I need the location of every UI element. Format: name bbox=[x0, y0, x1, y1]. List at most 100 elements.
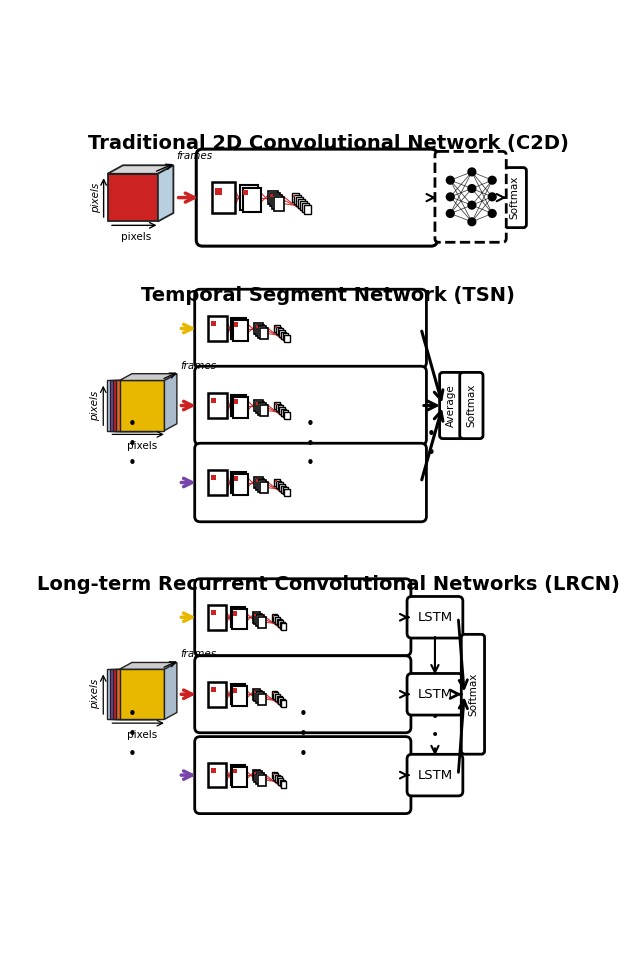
Bar bbox=[234, 397, 248, 417]
Bar bbox=[278, 698, 284, 703]
Polygon shape bbox=[110, 380, 155, 430]
Bar bbox=[304, 205, 310, 214]
Bar bbox=[278, 328, 283, 336]
Bar bbox=[258, 481, 266, 491]
Bar bbox=[272, 614, 277, 621]
Bar bbox=[284, 335, 290, 342]
Bar bbox=[232, 609, 246, 630]
FancyBboxPatch shape bbox=[195, 289, 426, 368]
Bar bbox=[276, 327, 282, 334]
Bar bbox=[255, 323, 262, 334]
FancyBboxPatch shape bbox=[195, 579, 411, 656]
Bar bbox=[280, 407, 285, 414]
Bar bbox=[234, 474, 248, 495]
Bar bbox=[253, 770, 260, 780]
Bar bbox=[240, 185, 258, 210]
Bar bbox=[276, 776, 282, 783]
FancyBboxPatch shape bbox=[407, 754, 463, 796]
Circle shape bbox=[467, 217, 476, 227]
Bar bbox=[273, 774, 278, 780]
Bar bbox=[208, 763, 226, 787]
Bar bbox=[255, 477, 262, 488]
Text: pixels: pixels bbox=[127, 730, 157, 740]
Bar bbox=[253, 772, 256, 775]
Polygon shape bbox=[120, 663, 177, 669]
Text: Average: Average bbox=[446, 384, 456, 427]
Bar bbox=[283, 333, 288, 341]
Text: Traditional 2D Convolutional Network (C2D): Traditional 2D Convolutional Network (C2… bbox=[88, 134, 568, 154]
Bar bbox=[273, 616, 278, 622]
Text: pixels: pixels bbox=[90, 390, 100, 420]
Polygon shape bbox=[116, 669, 161, 719]
Bar bbox=[284, 412, 290, 418]
FancyBboxPatch shape bbox=[440, 373, 463, 439]
Bar bbox=[208, 393, 227, 418]
Bar bbox=[294, 196, 301, 204]
Bar bbox=[208, 605, 226, 630]
Text: •
•
•: • • • bbox=[306, 416, 315, 471]
Text: •
•: • • bbox=[427, 426, 435, 461]
Bar bbox=[254, 691, 262, 702]
Bar bbox=[208, 470, 227, 495]
Polygon shape bbox=[116, 380, 161, 430]
Bar bbox=[232, 688, 237, 693]
Bar bbox=[258, 694, 266, 704]
Bar bbox=[280, 330, 285, 337]
Bar bbox=[278, 406, 283, 413]
Bar bbox=[280, 622, 285, 629]
Bar bbox=[254, 614, 262, 625]
Bar bbox=[260, 405, 268, 416]
Bar bbox=[208, 315, 227, 342]
Bar bbox=[256, 615, 264, 626]
Circle shape bbox=[445, 209, 455, 218]
Bar bbox=[275, 694, 280, 701]
Text: •
•
•: • • • bbox=[127, 416, 136, 471]
Bar bbox=[234, 399, 238, 404]
Bar bbox=[260, 483, 268, 493]
Polygon shape bbox=[107, 669, 152, 719]
Text: pixels: pixels bbox=[122, 233, 152, 242]
Bar bbox=[232, 770, 237, 774]
Circle shape bbox=[488, 193, 497, 201]
Bar bbox=[283, 411, 288, 417]
Polygon shape bbox=[164, 374, 177, 430]
Polygon shape bbox=[113, 380, 158, 430]
Bar bbox=[273, 693, 278, 700]
Text: frames: frames bbox=[180, 361, 216, 371]
FancyBboxPatch shape bbox=[195, 737, 411, 813]
Bar bbox=[258, 327, 266, 338]
Bar bbox=[273, 774, 274, 775]
Text: LSTM: LSTM bbox=[417, 769, 452, 781]
Bar bbox=[230, 684, 244, 704]
Bar bbox=[275, 325, 280, 332]
Bar bbox=[276, 404, 282, 411]
Bar bbox=[256, 325, 264, 336]
Bar bbox=[275, 479, 280, 486]
Bar bbox=[275, 402, 280, 409]
Bar bbox=[258, 404, 266, 414]
Bar bbox=[211, 687, 216, 692]
Bar bbox=[281, 332, 286, 339]
Bar bbox=[302, 203, 308, 212]
Bar bbox=[276, 696, 282, 703]
FancyBboxPatch shape bbox=[407, 596, 463, 638]
Bar bbox=[211, 398, 216, 404]
Bar bbox=[298, 199, 305, 208]
Text: pixels: pixels bbox=[90, 679, 100, 709]
Bar bbox=[292, 194, 299, 201]
Bar bbox=[234, 322, 238, 327]
Text: frames: frames bbox=[180, 649, 216, 660]
Bar bbox=[270, 193, 280, 206]
Bar bbox=[243, 188, 260, 212]
Bar bbox=[260, 328, 268, 340]
Bar bbox=[275, 326, 277, 328]
Bar bbox=[232, 395, 246, 415]
Bar bbox=[256, 402, 264, 413]
Bar bbox=[243, 190, 248, 196]
Bar bbox=[256, 479, 264, 489]
Polygon shape bbox=[107, 380, 152, 430]
Bar bbox=[253, 614, 256, 617]
Bar bbox=[232, 611, 237, 616]
FancyBboxPatch shape bbox=[195, 656, 411, 733]
Bar bbox=[275, 404, 277, 405]
